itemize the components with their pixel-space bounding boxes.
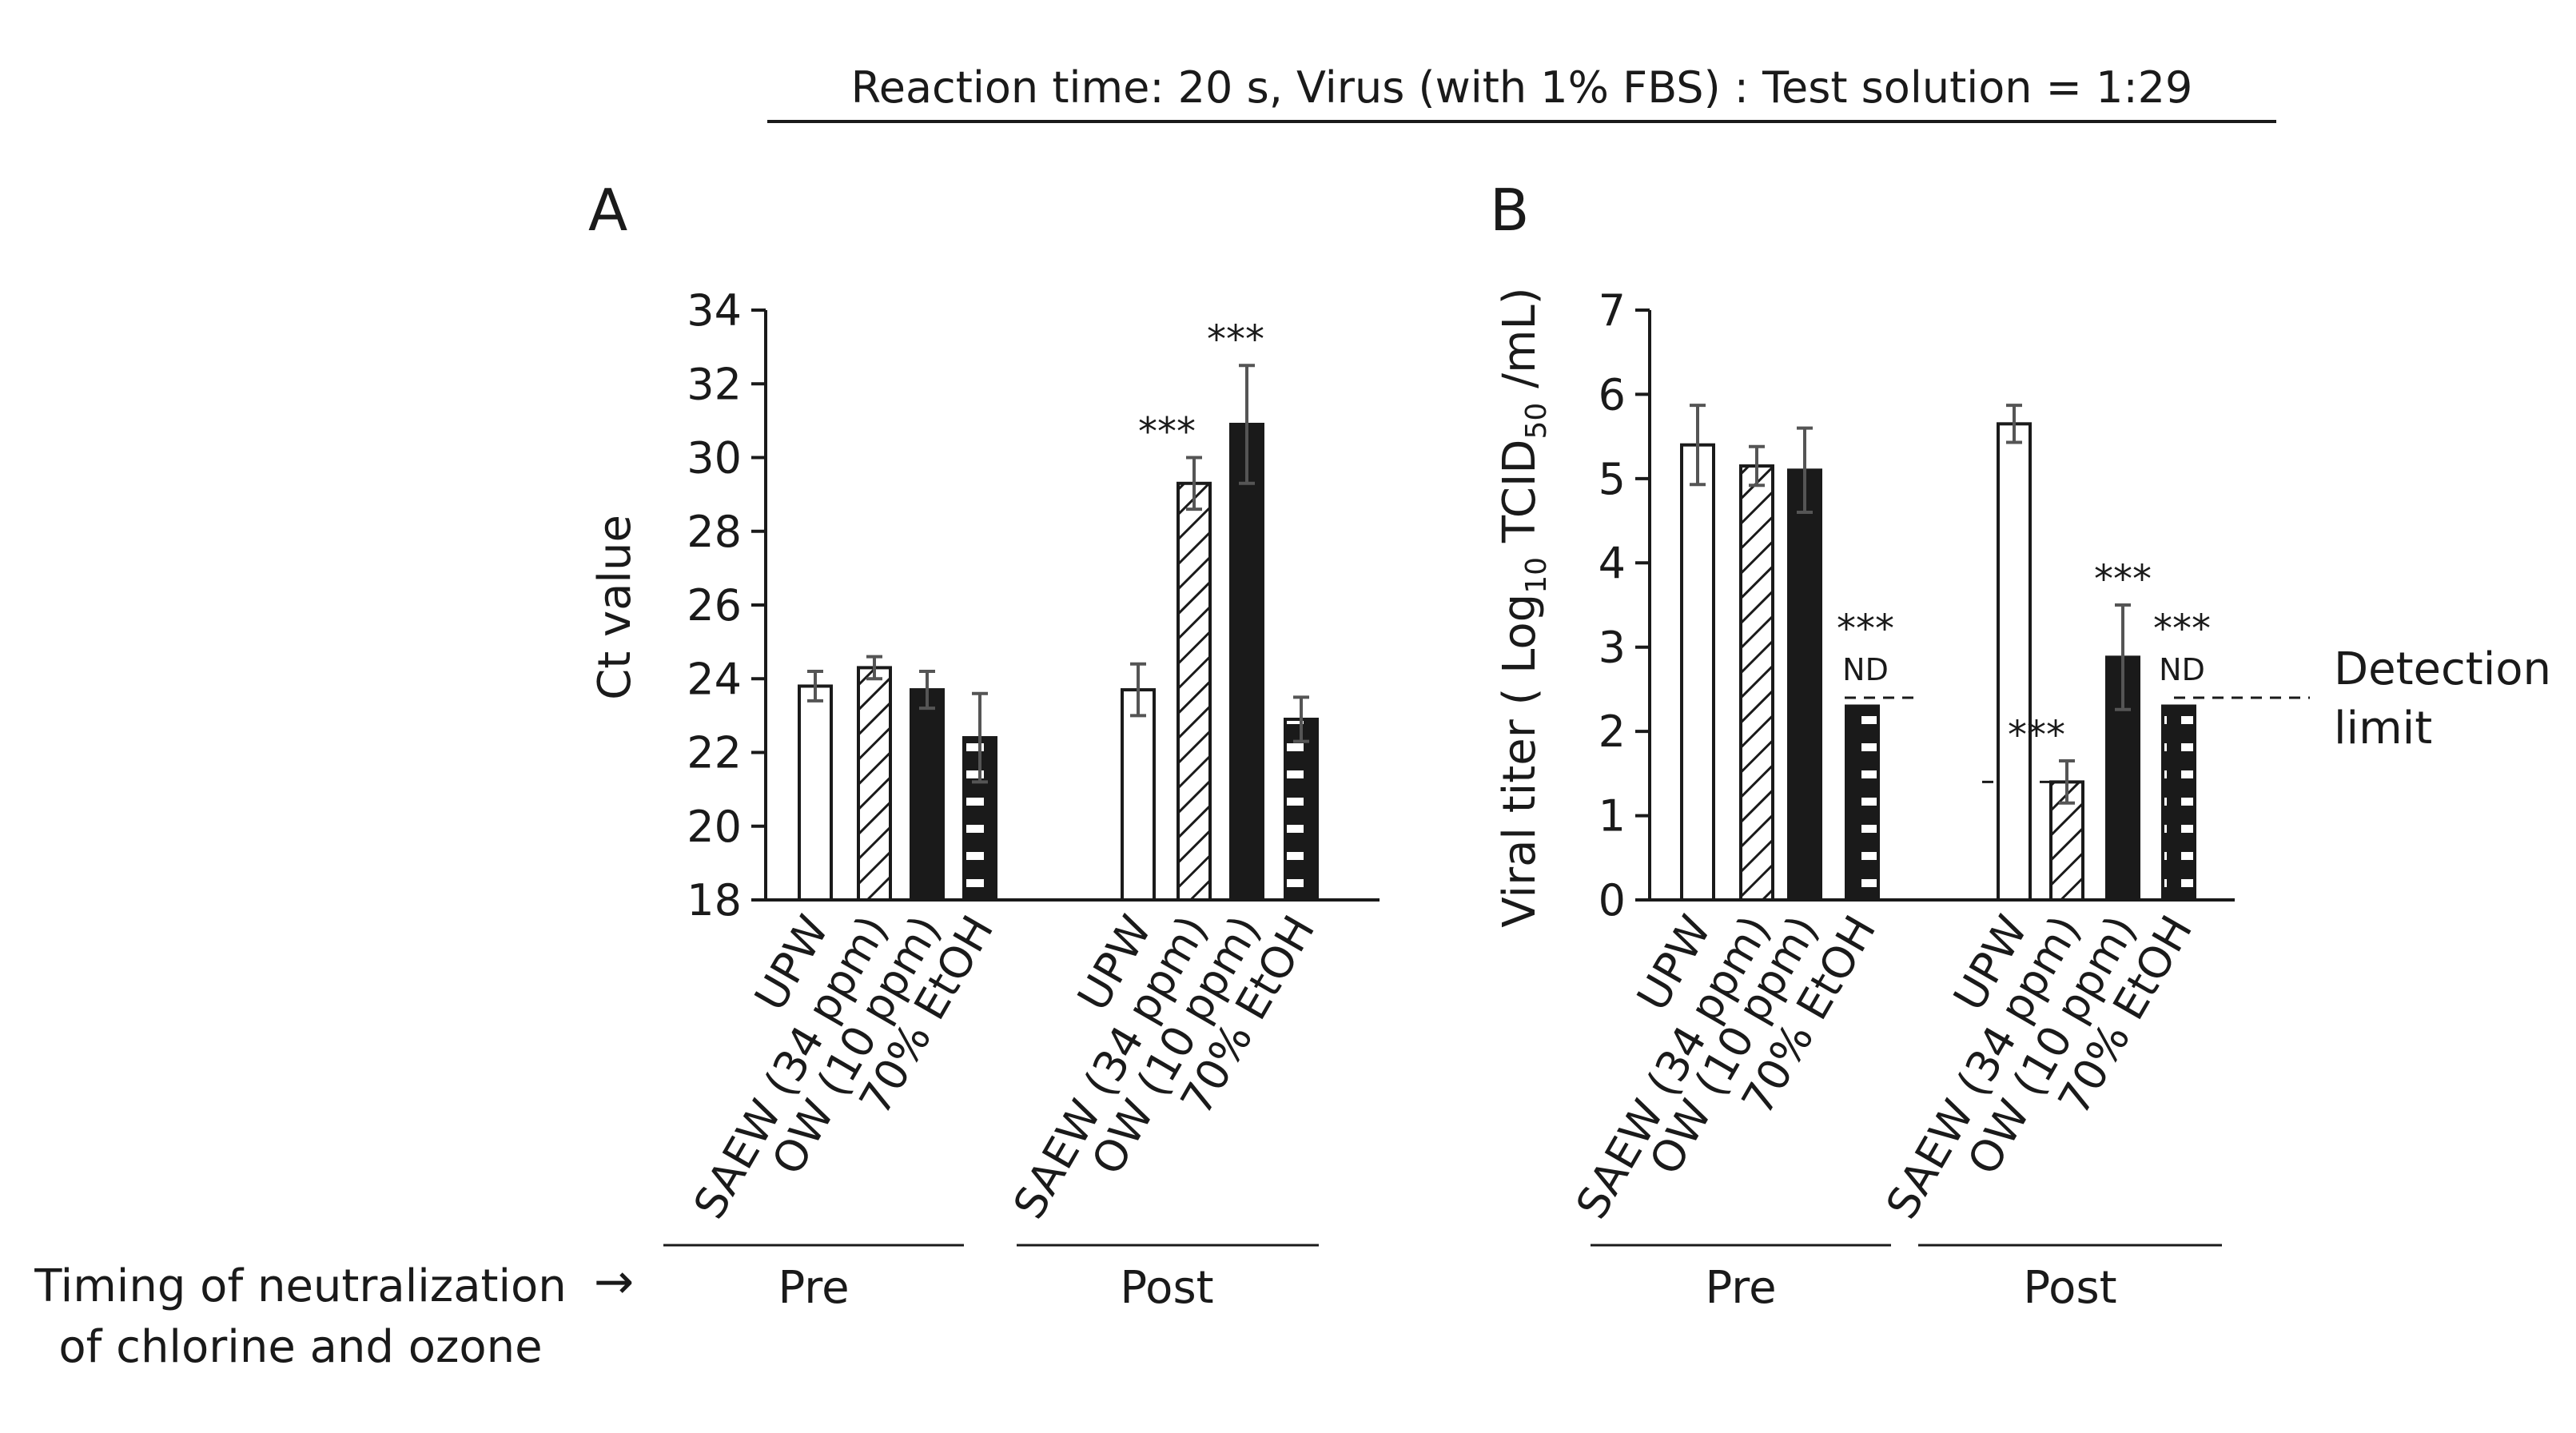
panel-b-y-ticks: 0 1 2 3 4 5 6 7 [1599,285,1650,925]
panel-b-ylabel-sub2: 50 [1520,403,1553,440]
panel-b: B Viral titer ( Log10 TCID50 /mL) 0 1 2 3 4 5… [1490,177,2551,1314]
y-tick-label: 26 [687,580,742,631]
bar-pre-saew [857,666,892,902]
y-tick-label: 32 [687,359,742,409]
y-tick-label: 24 [687,654,742,704]
panel-b-ylabel-mid: TCID [1494,440,1546,557]
bar-pre-upw [1680,443,1715,902]
y-tick-label: 2 [1599,707,1626,757]
y-tick-label: 22 [687,728,742,778]
y-tick-label: 4 [1599,538,1626,588]
y-tick-label: 20 [687,802,742,852]
panel-b-label: B [1490,177,1529,244]
y-tick-label: 1 [1599,791,1626,842]
nd-label: ND [2159,652,2205,687]
y-tick-label: 7 [1599,285,1626,336]
arrow-icon: → [594,1254,634,1310]
panel-b-ylabel-end: /mL) [1494,287,1546,402]
y-tick-label: 18 [687,875,742,925]
bar-pre-ow [910,688,945,902]
significance-marker: *** [2153,607,2211,651]
significance-marker: *** [2094,557,2152,602]
y-tick-label: 34 [687,285,742,336]
timing-label-line1: Timing of neutralization [34,1260,567,1312]
significance-marker: *** [1207,317,1264,362]
panel-a: A Ct value 18 20 22 24 26 28 30 32 34 *** *** UPW… [588,177,1380,1314]
nd-label: ND [1842,652,1889,687]
panel-a-y-ticks: 18 20 22 24 26 28 30 32 34 [687,285,766,925]
panel-a-bars: *** *** [798,317,1319,902]
panel-a-post-label: Post [1120,1262,1213,1314]
y-tick-label: 28 [687,507,742,557]
significance-marker: *** [1138,410,1196,455]
timing-label-line2: of chlorine and ozone [58,1321,542,1373]
detection-limit-label-line1: Detection [2334,643,2551,695]
figure-title: Reaction time: 20 s, Virus (with 1% FBS)… [851,62,2193,113]
panel-b-post-label: Post [2023,1262,2116,1314]
bar-pre-saew [1739,464,1774,902]
panel-b-ylabel-sub: 10 [1520,557,1553,594]
bar-post-upw [1121,688,1156,902]
panel-b-pre-label: Pre [1705,1262,1776,1314]
panel-b-detection-limits [1845,696,2310,783]
bar-post-etoh [1284,717,1319,902]
bar-post-saew [1177,481,1212,902]
detection-limit-label-line2: limit [2334,703,2432,754]
bar-pre-etoh [1845,704,1880,902]
bar-post-upw [1997,422,2032,902]
y-tick-label: 6 [1599,369,1626,420]
bar-post-etoh [2161,704,2196,902]
bar-pre-ow [1787,468,1822,902]
bar-post-ow [1229,422,1264,902]
panel-b-bars: ND*********ND*** [1680,404,2211,902]
panel-a-label: A [588,177,627,244]
panel-b-ylabel-main: Viral titer ( Log [1494,594,1546,928]
panel-a-pre-label: Pre [778,1262,849,1314]
y-tick-label: 0 [1599,875,1626,925]
y-tick-label: 3 [1599,623,1626,673]
y-tick-label: 30 [687,433,742,484]
significance-marker: *** [1837,607,1894,651]
bar-pre-upw [798,684,833,902]
panel-b-ylabel: Viral titer ( Log10 TCID50 /mL) [1494,287,1553,927]
panel-a-ylabel: Ct value [589,515,641,700]
significance-marker: *** [2008,713,2065,758]
y-tick-label: 5 [1599,454,1626,504]
